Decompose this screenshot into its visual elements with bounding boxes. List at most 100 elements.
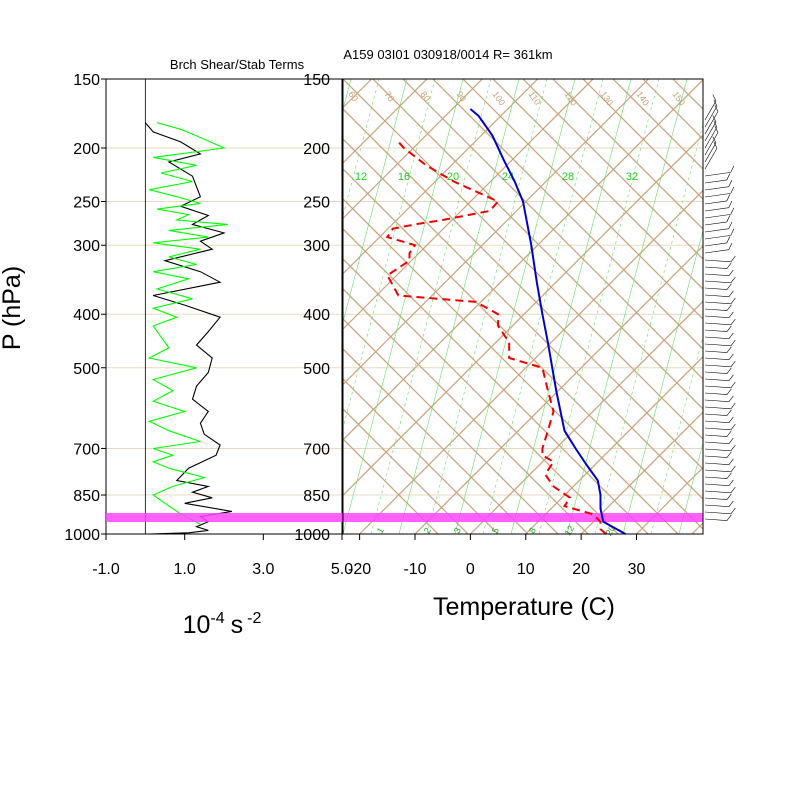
isotherm-line (343, 79, 539, 275)
left-y-tick-label: 150 (73, 72, 100, 89)
wind-barb (704, 228, 735, 240)
isotherm-label: 80 (418, 89, 432, 103)
wind-barb (704, 451, 732, 458)
wind-barb (704, 381, 736, 389)
wind-barb (704, 180, 733, 191)
wind-barb (704, 104, 719, 135)
isotherm-line (343, 79, 703, 441)
wind-barb (704, 222, 733, 233)
wind-barb (704, 125, 719, 156)
wind-barb (704, 283, 732, 290)
adiabat-line (733, 79, 800, 557)
wind-barb (704, 136, 717, 163)
adiabat-line (343, 348, 529, 534)
mixing-ratio-line (594, 123, 703, 534)
isotherm-line (343, 79, 373, 109)
wind-barb (704, 367, 732, 374)
wind-barb (704, 514, 732, 521)
isotherm-line (580, 411, 703, 534)
adiabat-line (343, 198, 679, 534)
wind-barb (704, 437, 734, 444)
bottom-ratio-label: 8 (527, 526, 538, 535)
wind-barb (704, 493, 732, 500)
right-y-tick-label: 300 (303, 238, 330, 255)
wind-barb (704, 269, 734, 276)
isotherm-line (747, 56, 800, 534)
wind-barb (704, 507, 736, 515)
isotherm-line (0, 56, 284, 534)
wind-barb (704, 479, 734, 486)
wind-barb (704, 318, 736, 326)
wind-barb (704, 99, 718, 128)
isotherm-label: 120 (562, 89, 579, 107)
left-panel: 150 200 250 300 400 500 700 850 1000 -1.0 1.0 3.0 5.… (64, 72, 353, 578)
isotherm-line (343, 79, 650, 386)
mixing-ratio-line (538, 79, 660, 534)
wind-barb (704, 346, 732, 353)
adiabat-line (343, 79, 703, 440)
wind-barb (704, 311, 734, 318)
wind-barb (704, 472, 732, 479)
right-x-tick-label: 20 (572, 561, 590, 578)
right-x-tick-label: 10 (517, 561, 535, 578)
mixing-ratio-line (650, 335, 703, 534)
right-y-tick-label: 250 (303, 195, 330, 212)
adiabat-line (343, 258, 619, 534)
isotherm-label: 90 (454, 89, 468, 103)
wind-barb (704, 201, 733, 212)
mixing-ratio-line (735, 79, 800, 534)
mixing-ratio-line (343, 79, 352, 111)
y-axis-label: P (hPa) (0, 266, 26, 350)
wind-barb (704, 360, 736, 368)
mixing-ratio-line (343, 79, 408, 323)
temperature-line (469, 108, 626, 535)
wind-barb (704, 402, 736, 410)
adiabat-line (582, 79, 703, 200)
wind-barb (704, 115, 717, 142)
left-y-tick-label: 700 (73, 441, 100, 458)
adiabat-line (552, 79, 703, 230)
isotherm-label: 140 (634, 89, 651, 107)
isotherm-label: 70 (382, 89, 396, 103)
left-frame (105, 78, 343, 535)
mixing-ratio-line (343, 79, 436, 430)
adiabat-line (343, 108, 703, 470)
left-x-tick-label: -1.0 (92, 561, 120, 578)
dewpoint-line (385, 141, 607, 535)
right-x-tick-label: -10 (403, 561, 426, 578)
isotherm-label: 130 (598, 89, 615, 107)
mixing-ratio-line (370, 79, 492, 534)
wind-barb (704, 297, 736, 305)
left-y-tick-label: 850 (73, 488, 100, 505)
wind-barb (704, 353, 734, 360)
wind-barb (704, 207, 735, 219)
mixing-ratio-labels: 12 16 20 24 28 32 (355, 171, 638, 183)
left-x-tick-label: 1.0 (174, 561, 196, 578)
right-y-tick-label: 1000 (294, 527, 330, 544)
left-y-tick-label: 200 (73, 141, 100, 158)
adiabat-line (343, 138, 703, 500)
wind-barb (704, 339, 736, 347)
right-x-tick-label: 30 (628, 561, 646, 578)
isotherm-line (343, 79, 484, 220)
wind-barb (704, 276, 736, 284)
temperature-axis-label: Temperature (C) (433, 593, 615, 621)
adiabat-line (402, 79, 703, 380)
isotherm-label: 60 (346, 89, 360, 103)
wind-barb (704, 416, 734, 423)
wind-barb (704, 255, 736, 263)
wind-barb (704, 290, 734, 297)
mixing-ratio-line (343, 79, 380, 217)
left-y-tick-label: 400 (73, 307, 100, 324)
wind-barb (704, 423, 736, 431)
main-title: A159 03I01 030918/0014 R= 361km (343, 47, 552, 62)
right-x-tick-label: 0 (466, 561, 475, 578)
bottom-ratio-label: 12 (563, 524, 577, 538)
mixing-ratio-line (343, 79, 464, 534)
right-y-tick-label: 400 (303, 307, 330, 324)
mixing-ratio-line (707, 79, 800, 534)
isotherm-line (0, 56, 339, 534)
adiabat-line (343, 228, 649, 534)
